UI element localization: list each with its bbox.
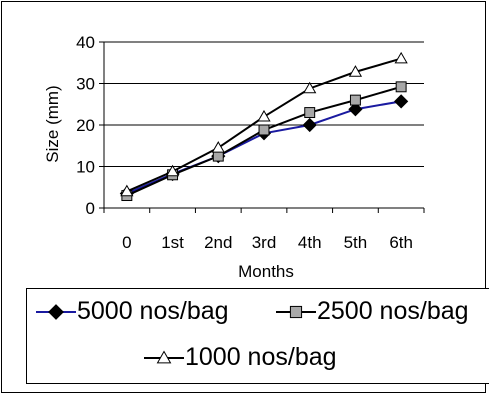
data-point-series-3 [165,164,180,177]
data-point-series-3 [348,65,363,77]
legend-label: 5000 nos/bag [77,297,229,325]
legend-swatch-2 [276,305,316,318]
data-point-series-3 [257,109,271,122]
legend-marker [48,303,64,320]
gridlines [104,41,424,167]
legend-item-2: 2500 nos/bag [275,299,469,324]
legend-swatch-1 [36,303,76,320]
x-tick-label: 1st [161,233,184,252]
legend-label: 2500 nos/bag [317,297,469,325]
x-tick-label: 0 [122,233,131,252]
data-point-series-3 [120,184,134,197]
axes [99,41,425,213]
data-point-series-2 [395,81,407,93]
data-point-series-1 [348,102,363,117]
legend-item-1: 5000 nos/bag [35,299,229,324]
y-tick-label: 10 [76,158,95,177]
x-axis-label: Months [238,262,294,281]
data-point-series-3 [303,81,317,94]
y-axis-label: Size (mm) [43,85,62,162]
tick-labels: 0 10 20 30 40 0 1st 2nd 3rd 4th 5th 6th [76,33,413,252]
y-tick-label: 40 [76,33,95,52]
legend: 5000 nos/bag 2500 nos/bag 1000 nos/bag [26,288,489,384]
data-point-series-3 [394,51,408,64]
legend-marker [289,305,303,318]
x-tick-label: 6th [389,233,413,252]
x-tick-label: 4th [298,233,322,252]
x-tick-label: 2nd [204,233,232,252]
data-point-series-2 [258,124,270,136]
y-tick-label: 20 [76,116,95,135]
y-tick-label: 0 [86,199,95,218]
x-tick-label: 3rd [252,233,277,252]
data-point-series-1 [302,117,317,133]
data-point-series-3 [211,141,225,153]
legend-label: 1000 nos/bag [185,343,337,371]
data-point-series-2 [212,150,224,162]
data-points [119,51,409,202]
legend-item-3: 1000 nos/bag [143,345,337,370]
x-tick-label: 5th [344,233,368,252]
data-point-series-2 [349,94,361,106]
data-point-series-1 [394,94,409,109]
y-tick-label: 30 [76,75,95,94]
data-point-series-2 [304,107,316,119]
legend-marker [156,350,172,363]
legend-swatch-3 [144,350,184,363]
